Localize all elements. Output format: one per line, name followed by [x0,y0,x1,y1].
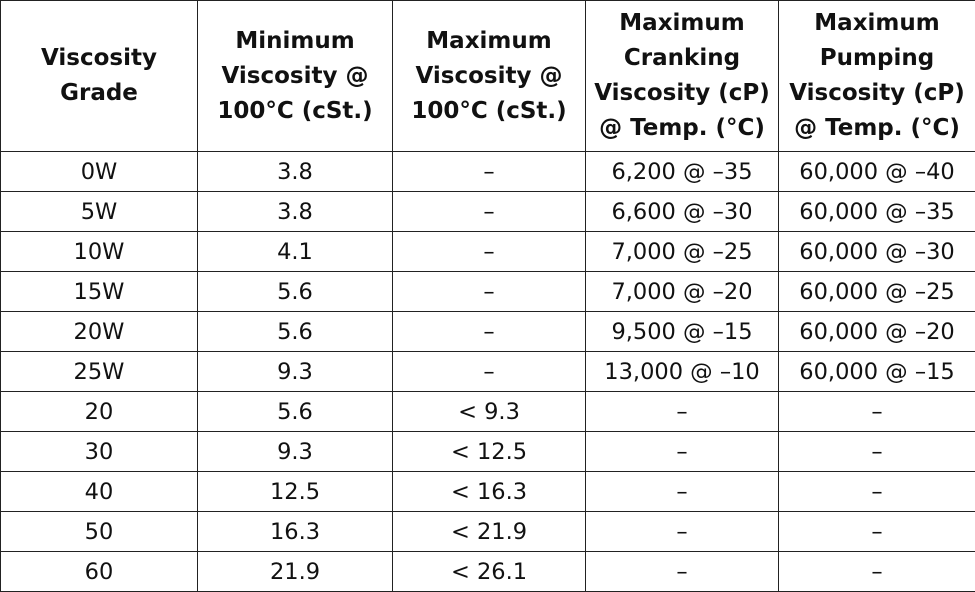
header-row: Viscosity Grade Minimum Viscosity @ 100°C (c… [0,0,975,152]
table-cell: 60,000 @ –20 [778,311,975,352]
header-cell: Maximum Pumping Viscosity (cP) @ Temp. (°C) [778,0,975,152]
header-line: 100°C (cSt.) [217,97,373,124]
header-cell: Viscosity Grade [0,0,198,152]
table-row: 60 21.9 < 26.1– – [0,551,975,592]
table-cell: – [392,311,586,352]
table-cell: < 12.5 [392,431,586,472]
header-line: Maximum [814,10,940,36]
table-cell: 10W [0,231,198,272]
table-cell: – [778,511,975,552]
table-cell: 12.5 [197,471,393,512]
table-cell: 50 [0,511,198,552]
table-cell: 15W [0,271,198,312]
table-cell: 3.8 [197,191,393,232]
table-row: 15W 5.6–7,000 @ –20 60,000 @ –25 [0,271,975,312]
table-cell: 6,200 @ –35 [585,151,779,192]
header-line: Viscosity (cP) [594,80,770,106]
table-cell: 16.3 [197,511,393,552]
table-cell: 30 [0,431,198,472]
table-cell: < 16.3 [392,471,586,512]
table-cell: < 9.3 [392,391,586,432]
table-cell: 60,000 @ –25 [778,271,975,312]
header-line: 100°C (cSt.) [411,97,567,124]
header-line: @ Temp. (°C) [599,115,765,141]
table-row: 40 12.5 < 16.3– – [0,471,975,512]
table-cell: 20W [0,311,198,352]
table-cell: 40 [0,471,198,512]
table-cell: 3.8 [197,151,393,192]
header-line: Viscosity @ [415,62,563,89]
table-body: 0W 3.8–6,200 @ –35 60,000 @ –40 5W 3.8–6,600… [0,151,975,592]
table-cell: 5.6 [197,271,393,312]
table-cell: – [778,431,975,472]
table-row: 20 5.6 < 9.3– – [0,391,975,432]
table-cell: 5.6 [197,311,393,352]
table-row: 25W 9.3–13,000 @ –10 60,000 @ –15 [0,351,975,392]
table-row: 0W 3.8–6,200 @ –35 60,000 @ –40 [0,151,975,192]
header-line: @ Temp. (°C) [794,115,960,141]
table-row: 30 9.3 < 12.5– – [0,431,975,472]
table-cell: – [392,231,586,272]
table-cell: 13,000 @ –10 [585,351,779,392]
table-cell: 60,000 @ –15 [778,351,975,392]
table-cell: 0W [0,151,198,192]
table-cell: – [778,551,975,592]
table-cell: – [392,271,586,312]
header-line: Maximum [426,27,552,54]
table-cell: – [585,431,779,472]
header-line: Pumping [819,45,935,71]
table-cell: – [392,351,586,392]
table-row: 10W 4.1–7,000 @ –25 60,000 @ –30 [0,231,975,272]
table-cell: 60 [0,551,198,592]
table-cell: 7,000 @ –20 [585,271,779,312]
table-cell: – [778,471,975,512]
table-cell: < 26.1 [392,551,586,592]
table-cell: – [585,511,779,552]
header-line: Viscosity (cP) [789,80,965,106]
table-cell: 25W [0,351,198,392]
table-cell: 7,000 @ –25 [585,231,779,272]
table-cell: 9.3 [197,431,393,472]
table-cell: – [392,191,586,232]
table-cell: < 21.9 [392,511,586,552]
table-cell: 60,000 @ –35 [778,191,975,232]
header-line: Grade [60,80,138,106]
header-line: Viscosity @ [221,62,369,89]
header-cell: Maximum Cranking Viscosity (cP) @ Temp. (°C… [585,0,779,152]
table-cell: 6,600 @ –30 [585,191,779,232]
header-cell: Minimum Viscosity @ 100°C (cSt.) [197,0,393,152]
table-cell: – [585,391,779,432]
table-cell: 60,000 @ –30 [778,231,975,272]
header-line: Minimum [235,27,355,54]
table-cell: 5W [0,191,198,232]
table-cell: 60,000 @ –40 [778,151,975,192]
table-cell: 4.1 [197,231,393,272]
table-cell: 21.9 [197,551,393,592]
table-cell: 20 [0,391,198,432]
table-cell: 9.3 [197,351,393,392]
table-header: Viscosity Grade Minimum Viscosity @ 100°C (c… [0,0,975,152]
header-line: Viscosity [41,45,157,71]
table-row: 20W 5.6–9,500 @ –15 60,000 @ –20 [0,311,975,352]
table-row: 5W 3.8–6,600 @ –30 60,000 @ –35 [0,191,975,232]
table-cell: – [585,551,779,592]
header-line: Cranking [623,45,741,71]
table-cell: – [585,471,779,512]
table-cell: – [392,151,586,192]
table-cell: 5.6 [197,391,393,432]
header-line: Maximum [619,10,745,36]
header-cell: Maximum Viscosity @ 100°C (cSt.) [392,0,586,152]
table-cell: 9,500 @ –15 [585,311,779,352]
table-row: 50 16.3 < 21.9– – [0,511,975,552]
table-cell: – [778,391,975,432]
